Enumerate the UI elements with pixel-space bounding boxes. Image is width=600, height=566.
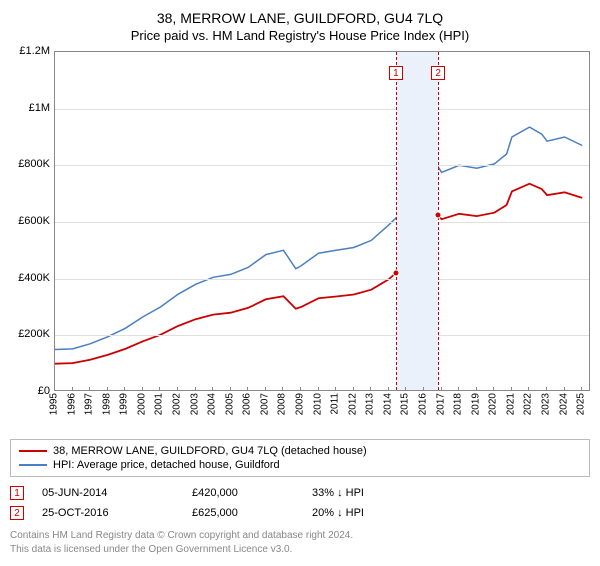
x-tick-label: 2013 bbox=[365, 393, 376, 415]
x-tick-label: 2017 bbox=[435, 393, 446, 415]
x-tick-label: 2003 bbox=[189, 393, 200, 415]
legend-item-hpi: HPI: Average price, detached house, Guil… bbox=[19, 458, 581, 472]
x-tick-label: 2020 bbox=[488, 393, 499, 415]
sales-table: 1 05-JUN-2014£420,00033% ↓ HPI 2 25-OCT-201… bbox=[10, 483, 590, 523]
x-tick-label: 2018 bbox=[453, 393, 464, 415]
x-tick-label: 2012 bbox=[347, 393, 358, 415]
x-tick-label: 1995 bbox=[49, 393, 60, 415]
chart-marker-label: 1 bbox=[389, 66, 403, 80]
sale-row: 1 05-JUN-2014£420,00033% ↓ HPI bbox=[10, 483, 590, 503]
x-tick-label: 1999 bbox=[119, 393, 130, 415]
y-tick-label: £400K bbox=[18, 272, 50, 284]
sale-row: 2 25-OCT-2016£625,00020% ↓ HPI bbox=[10, 503, 590, 523]
x-tick-label: 2015 bbox=[400, 393, 411, 415]
page-subtitle: Price paid vs. HM Land Registry's House … bbox=[10, 28, 590, 43]
x-axis: 1995199619971998199920002001200220032004… bbox=[54, 391, 590, 431]
series-property bbox=[55, 184, 582, 364]
x-tick-label: 2011 bbox=[330, 393, 341, 415]
sale-marker: 2 bbox=[10, 506, 24, 520]
x-tick-label: 2002 bbox=[172, 393, 183, 415]
page-title: 38, MERROW LANE, GUILDFORD, GU4 7LQ bbox=[10, 10, 590, 26]
sale-date: 25-OCT-2016 bbox=[42, 507, 192, 519]
x-tick-label: 2005 bbox=[224, 393, 235, 415]
x-tick-label: 1996 bbox=[66, 393, 77, 415]
x-tick-label: 2025 bbox=[576, 393, 587, 415]
x-tick-label: 2010 bbox=[312, 393, 323, 415]
x-tick-label: 1997 bbox=[84, 393, 95, 415]
x-tick-label: 2004 bbox=[207, 393, 218, 415]
sale-price: £625,000 bbox=[192, 507, 312, 519]
x-tick-label: 2022 bbox=[523, 393, 534, 415]
x-tick-label: 1998 bbox=[101, 393, 112, 415]
y-tick-label: £1.2M bbox=[19, 45, 50, 57]
y-axis: £0£200K£400K£600K£800K£1M£1.2M bbox=[10, 51, 54, 391]
sale-point bbox=[392, 270, 399, 277]
legend-item-property: 38, MERROW LANE, GUILDFORD, GU4 7LQ (det… bbox=[19, 444, 581, 458]
legend: 38, MERROW LANE, GUILDFORD, GU4 7LQ (det… bbox=[10, 439, 590, 477]
footer-line: This data is licensed under the Open Gov… bbox=[10, 543, 590, 557]
x-tick-label: 2000 bbox=[136, 393, 147, 415]
x-tick-label: 2021 bbox=[505, 393, 516, 415]
sale-pct: 20% ↓ HPI bbox=[312, 507, 432, 519]
chart-container: £0£200K£400K£600K£800K£1M£1.2M 12 199519… bbox=[10, 51, 590, 431]
sale-pct: 33% ↓ HPI bbox=[312, 487, 432, 499]
x-tick-label: 2016 bbox=[418, 393, 429, 415]
y-tick-label: £600K bbox=[18, 215, 50, 227]
x-tick-label: 2009 bbox=[295, 393, 306, 415]
sale-date: 05-JUN-2014 bbox=[42, 487, 192, 499]
legend-swatch bbox=[19, 464, 47, 466]
legend-swatch bbox=[19, 450, 47, 452]
chart-marker-label: 2 bbox=[431, 66, 445, 80]
legend-label: HPI: Average price, detached house, Guil… bbox=[53, 459, 280, 471]
y-tick-label: £1M bbox=[29, 102, 50, 114]
sale-marker: 1 bbox=[10, 486, 24, 500]
x-tick-label: 2014 bbox=[382, 393, 393, 415]
x-tick-label: 2001 bbox=[154, 393, 165, 415]
sale-point bbox=[435, 211, 442, 218]
x-tick-label: 2007 bbox=[259, 393, 270, 415]
x-tick-label: 2024 bbox=[558, 393, 569, 415]
x-tick-label: 2023 bbox=[541, 393, 552, 415]
x-tick-label: 2006 bbox=[242, 393, 253, 415]
legend-label: 38, MERROW LANE, GUILDFORD, GU4 7LQ (det… bbox=[53, 445, 367, 457]
y-tick-label: £200K bbox=[18, 328, 50, 340]
y-tick-label: £800K bbox=[18, 158, 50, 170]
footer: Contains HM Land Registry data © Crown c… bbox=[10, 529, 590, 556]
footer-line: Contains HM Land Registry data © Crown c… bbox=[10, 529, 590, 543]
plot-area: 12 bbox=[54, 51, 590, 391]
series-hpi bbox=[55, 127, 582, 349]
x-tick-label: 2019 bbox=[470, 393, 481, 415]
x-tick-label: 2008 bbox=[277, 393, 288, 415]
sale-price: £420,000 bbox=[192, 487, 312, 499]
